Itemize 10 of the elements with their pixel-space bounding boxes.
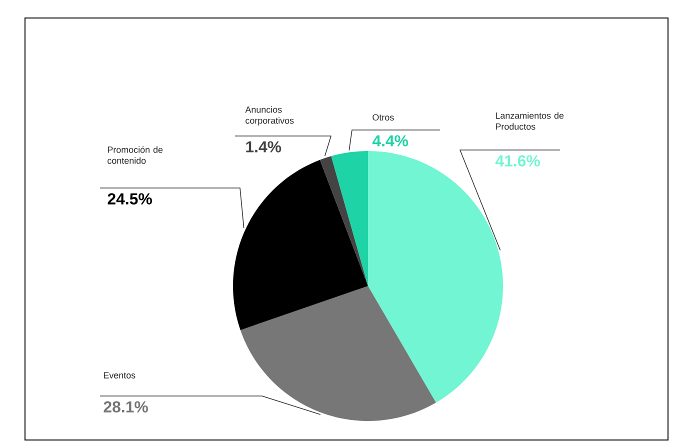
slice-label: Otros [372,114,394,121]
data-label: 28.1% [104,401,148,412]
data-label: 1.4% [246,141,282,152]
data-label: 4.4% [372,135,408,146]
slice-label: Anuncios corporativos [245,106,294,126]
slice-label: Eventos [104,372,136,378]
data-label: 24.5% [108,193,152,204]
slice-label: Promoción de contenido [108,146,163,164]
data-label: 41.6% [495,155,540,166]
slice-label: Lanzamientos de Productos [496,112,564,130]
